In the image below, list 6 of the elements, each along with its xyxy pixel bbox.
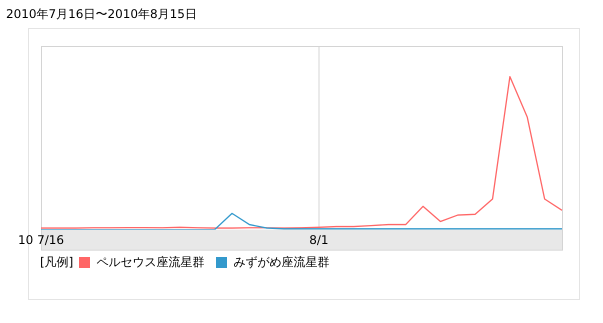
- legend-label: みずがめ座流星群: [233, 254, 330, 271]
- legend-label: ペルセウス座流星群: [96, 254, 204, 271]
- x-tick-label: 10 7/16: [18, 232, 64, 247]
- chart-title: 2010年7月16日〜2010年8月15日: [6, 6, 197, 23]
- legend-title: [凡例]: [40, 254, 74, 271]
- x-tick-label: 8/1: [309, 232, 329, 247]
